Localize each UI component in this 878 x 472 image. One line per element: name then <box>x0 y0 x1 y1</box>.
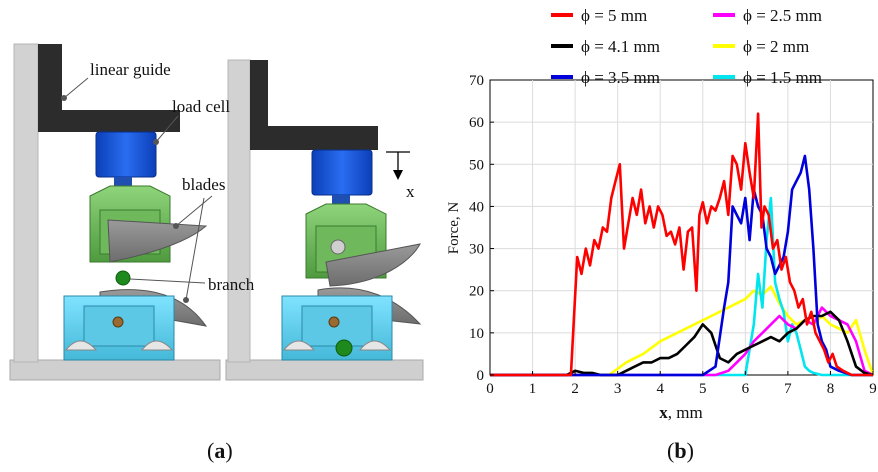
label-load-cell: load cell <box>172 97 230 116</box>
y-tick-label: 10 <box>469 326 484 342</box>
x-tick-label: 1 <box>529 381 537 397</box>
x-arrow-label: x <box>406 182 415 201</box>
legend-label-0: ϕ = 5 mm <box>581 6 647 25</box>
foot-right-1 <box>282 340 316 351</box>
legend-label-5: ϕ = 1.5 mm <box>743 68 822 87</box>
leader-blade-upper <box>175 195 213 227</box>
force-chart: 0 1 2 3 4 5 6 7 8 9 0 10 20 30 40 50 60 70 Force, N x, mm… <box>446 6 877 422</box>
x-tick-label: 6 <box>742 381 750 397</box>
label-blades: blades <box>182 175 225 194</box>
upper-blade-right <box>325 243 421 287</box>
x-tick-label: 7 <box>784 381 792 397</box>
x-tick-label: 2 <box>571 381 579 397</box>
x-axis-label-unit: , mm <box>668 403 703 422</box>
y-tick-label: 0 <box>477 368 485 384</box>
caption-b-letter: b <box>674 438 686 463</box>
y-tick-label: 20 <box>469 284 484 300</box>
leader-linear-guide <box>63 77 89 99</box>
y-tick-label: 40 <box>469 199 484 215</box>
foot-right-2 <box>358 340 392 351</box>
legend-label-3: ϕ = 2.5 mm <box>743 6 822 25</box>
series-line-0 <box>490 112 873 377</box>
y-tick-label: 30 <box>469 242 484 258</box>
x-tick-label: 9 <box>869 381 877 397</box>
plot-area <box>489 79 874 376</box>
series-line-4 <box>490 285 875 377</box>
x-tick-label: 8 <box>827 381 835 397</box>
lower-bolt-right <box>328 316 340 328</box>
leader-blade-lower <box>185 197 205 301</box>
linear-guide-right <box>250 60 378 150</box>
label-branch: branch <box>208 275 255 294</box>
legend-label-2: ϕ = 3.5 mm <box>581 68 660 87</box>
series-line-5 <box>490 196 873 377</box>
x-arrow-head <box>393 170 403 180</box>
axis-ticks: 0 1 2 3 4 5 6 7 8 9 0 10 20 30 40 50 60 70 <box>469 73 877 397</box>
series-lines <box>490 112 875 377</box>
leader-load-cell <box>155 115 179 143</box>
x-tick-label: 4 <box>656 381 664 397</box>
y-tick-label: 70 <box>469 73 484 89</box>
branch-right <box>335 339 353 357</box>
x-axis-label: x, mm <box>659 403 702 422</box>
series-line-2 <box>490 154 873 377</box>
caption-b: (b) <box>667 438 694 463</box>
load-cell-left <box>95 131 157 178</box>
y-axis-label: Force, N <box>446 202 462 255</box>
branch-left <box>115 270 131 286</box>
foot-left-2 <box>140 340 174 351</box>
x-tick-label: 0 <box>486 381 494 397</box>
pivot-bolt-right <box>330 239 346 255</box>
leader-dot-blade-upper <box>173 223 179 229</box>
frame-post-left <box>13 43 39 363</box>
x-tick-label: 5 <box>699 381 707 397</box>
leader-branch <box>129 278 206 284</box>
caption-a-letter: a <box>214 438 225 463</box>
legend-label-4: ϕ = 2 mm <box>743 37 809 56</box>
load-cell-right <box>311 149 373 196</box>
label-linear-guide: linear guide <box>90 60 171 79</box>
panel-a-illustration: x linear guide load cell blades branch <box>9 43 424 381</box>
legend-label-1: ϕ = 4.1 mm <box>581 37 660 56</box>
frame-post-right <box>227 59 251 363</box>
x-axis-label-var: x <box>659 403 668 422</box>
leader-dot-load-cell <box>153 139 159 145</box>
caption-a: (a) <box>207 438 233 463</box>
y-tick-label: 60 <box>469 115 484 131</box>
x-tick-label: 3 <box>614 381 622 397</box>
y-tick-label: 50 <box>469 157 484 173</box>
lower-bolt-left <box>112 316 124 328</box>
upper-blade-left <box>107 219 208 263</box>
leader-dot-blade-lower <box>183 297 189 303</box>
legend: ϕ = 5 mm ϕ = 2.5 mm ϕ = 4.1 mm ϕ = 2 mm ϕ = … <box>551 6 822 87</box>
foot-left-1 <box>64 340 98 351</box>
leader-dot-linear-guide <box>61 95 67 101</box>
base-plate-left <box>9 359 221 381</box>
series-line-3 <box>490 306 874 377</box>
base-plate-right <box>225 359 424 381</box>
linear-guide-left <box>38 44 180 132</box>
